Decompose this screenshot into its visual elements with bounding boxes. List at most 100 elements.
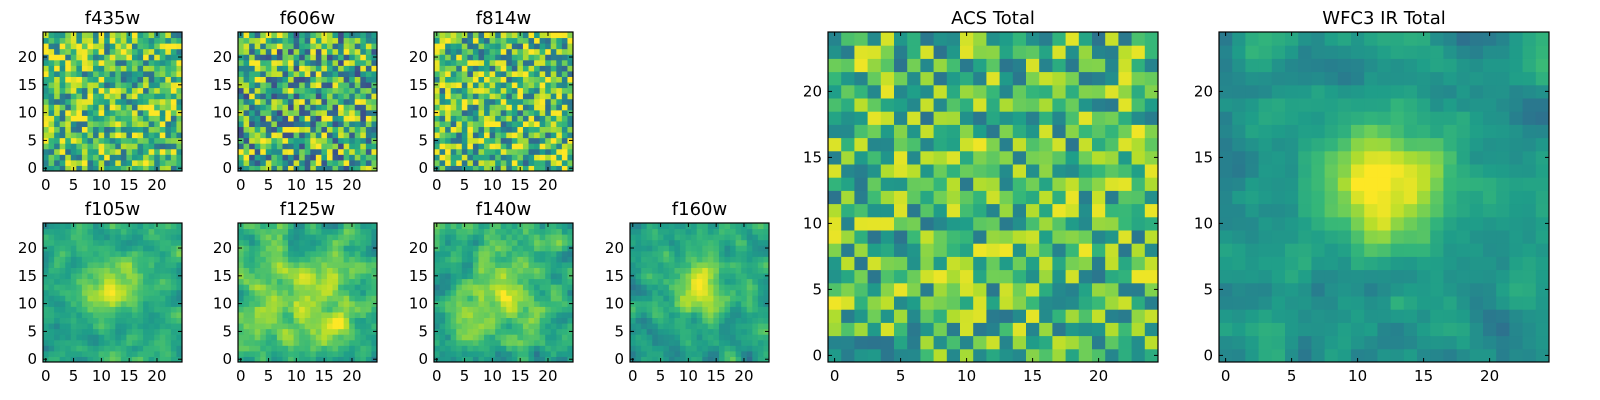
heatmap-cell bbox=[65, 317, 72, 324]
heatmap-cell bbox=[109, 256, 116, 263]
heatmap-cell bbox=[43, 234, 50, 241]
heatmap-cell bbox=[635, 273, 642, 280]
heatmap-cell bbox=[276, 345, 283, 352]
heatmap-cell bbox=[176, 306, 183, 313]
heatmap-cell bbox=[635, 261, 642, 268]
heatmap-cell bbox=[293, 104, 300, 111]
heatmap-cell bbox=[1039, 296, 1053, 310]
heatmap-cell bbox=[500, 223, 507, 230]
heatmap-cell bbox=[461, 98, 468, 105]
heatmap-cell bbox=[360, 65, 367, 72]
heatmap-cell bbox=[746, 278, 753, 285]
heatmap-cell bbox=[310, 76, 317, 83]
heatmap-cell bbox=[54, 70, 61, 77]
heatmap-cell bbox=[484, 32, 491, 39]
heatmap-cell bbox=[528, 239, 535, 246]
heatmap-cell bbox=[1026, 190, 1040, 205]
heatmap-cell bbox=[500, 261, 507, 268]
x-tick-label: 0 bbox=[236, 176, 246, 194]
heatmap-cell bbox=[894, 348, 908, 363]
heatmap-cell bbox=[724, 323, 731, 330]
heatmap-cell bbox=[550, 48, 557, 55]
heatmap-cell bbox=[506, 82, 513, 89]
heatmap-cell bbox=[43, 250, 50, 257]
heatmap-cell bbox=[249, 256, 256, 263]
heatmap-cell bbox=[176, 267, 183, 274]
heatmap-cell bbox=[321, 306, 328, 313]
heatmap-cell bbox=[315, 339, 322, 346]
heatmap-cell bbox=[652, 261, 659, 268]
heatmap-cell bbox=[550, 143, 557, 150]
heatmap-cell bbox=[115, 311, 122, 319]
heatmap-cell bbox=[137, 267, 144, 274]
heatmap-cell bbox=[354, 143, 361, 150]
heatmap-cell bbox=[730, 250, 737, 257]
heatmap-cell bbox=[534, 159, 541, 166]
heatmap-cell bbox=[299, 143, 306, 150]
heatmap-cell bbox=[260, 334, 267, 341]
heatmap-cell bbox=[746, 273, 753, 280]
heatmap-cell bbox=[238, 239, 245, 246]
heatmap-cell bbox=[528, 306, 535, 313]
heatmap-cell bbox=[707, 306, 714, 313]
heatmap-cell bbox=[1105, 322, 1119, 337]
heatmap-cell bbox=[478, 87, 485, 94]
heatmap-cell bbox=[343, 273, 350, 280]
heatmap-cell bbox=[365, 165, 372, 172]
heatmap-cell bbox=[472, 261, 479, 268]
heatmap-cell bbox=[668, 339, 675, 346]
heatmap-cell bbox=[238, 345, 245, 352]
heatmap-cell bbox=[641, 350, 648, 357]
heatmap-cell bbox=[511, 165, 518, 172]
heatmap-cell bbox=[450, 261, 457, 268]
heatmap-cell bbox=[511, 295, 518, 302]
heatmap-cell bbox=[999, 150, 1014, 165]
heatmap-cell bbox=[143, 228, 150, 235]
heatmap-cell bbox=[567, 126, 574, 133]
heatmap-cell bbox=[109, 98, 116, 105]
heatmap-cell bbox=[104, 261, 111, 268]
heatmap-cell bbox=[757, 267, 764, 274]
heatmap-cell bbox=[1105, 190, 1119, 205]
heatmap-cell bbox=[456, 98, 463, 105]
heatmap-cell bbox=[349, 109, 356, 116]
heatmap-cell bbox=[43, 93, 50, 100]
heatmap-cell bbox=[254, 345, 261, 352]
heatmap-cell bbox=[126, 104, 133, 111]
heatmap-cell bbox=[288, 311, 295, 319]
heatmap-cell bbox=[472, 239, 479, 246]
heatmap-cell bbox=[511, 245, 518, 252]
heatmap-cell bbox=[293, 137, 300, 144]
heatmap-cell bbox=[126, 295, 133, 302]
heatmap-cell bbox=[159, 311, 166, 319]
heatmap-cell bbox=[567, 43, 574, 50]
heatmap-cell bbox=[288, 334, 295, 341]
heatmap-cell bbox=[550, 334, 557, 341]
heatmap-cell bbox=[730, 278, 737, 285]
heatmap-cell bbox=[696, 245, 703, 252]
heatmap-cell bbox=[170, 350, 177, 357]
heatmap-cell bbox=[120, 143, 127, 150]
heatmap-cell bbox=[461, 339, 468, 346]
heatmap-cell bbox=[120, 256, 127, 263]
heatmap-cell bbox=[735, 306, 742, 313]
heatmap-cell bbox=[1118, 216, 1133, 231]
heatmap-cell bbox=[365, 82, 372, 89]
heatmap-cell bbox=[528, 289, 535, 296]
heatmap-cell bbox=[260, 70, 267, 77]
heatmap-cell bbox=[310, 148, 317, 155]
heatmap-cell bbox=[109, 356, 116, 363]
heatmap-cell bbox=[752, 339, 759, 346]
heatmap-cell bbox=[343, 132, 350, 139]
heatmap-cell bbox=[478, 228, 485, 235]
heatmap-cell bbox=[707, 311, 714, 319]
heatmap-cell bbox=[326, 350, 334, 357]
heatmap-cell bbox=[534, 32, 541, 39]
heatmap-cell bbox=[545, 115, 552, 122]
heatmap-cell bbox=[500, 328, 507, 335]
heatmap-cell bbox=[456, 82, 463, 89]
heatmap-cell bbox=[304, 37, 311, 44]
heatmap-cell bbox=[260, 350, 267, 357]
y-tick-label: 10 bbox=[409, 104, 428, 122]
heatmap-cell bbox=[176, 76, 183, 83]
